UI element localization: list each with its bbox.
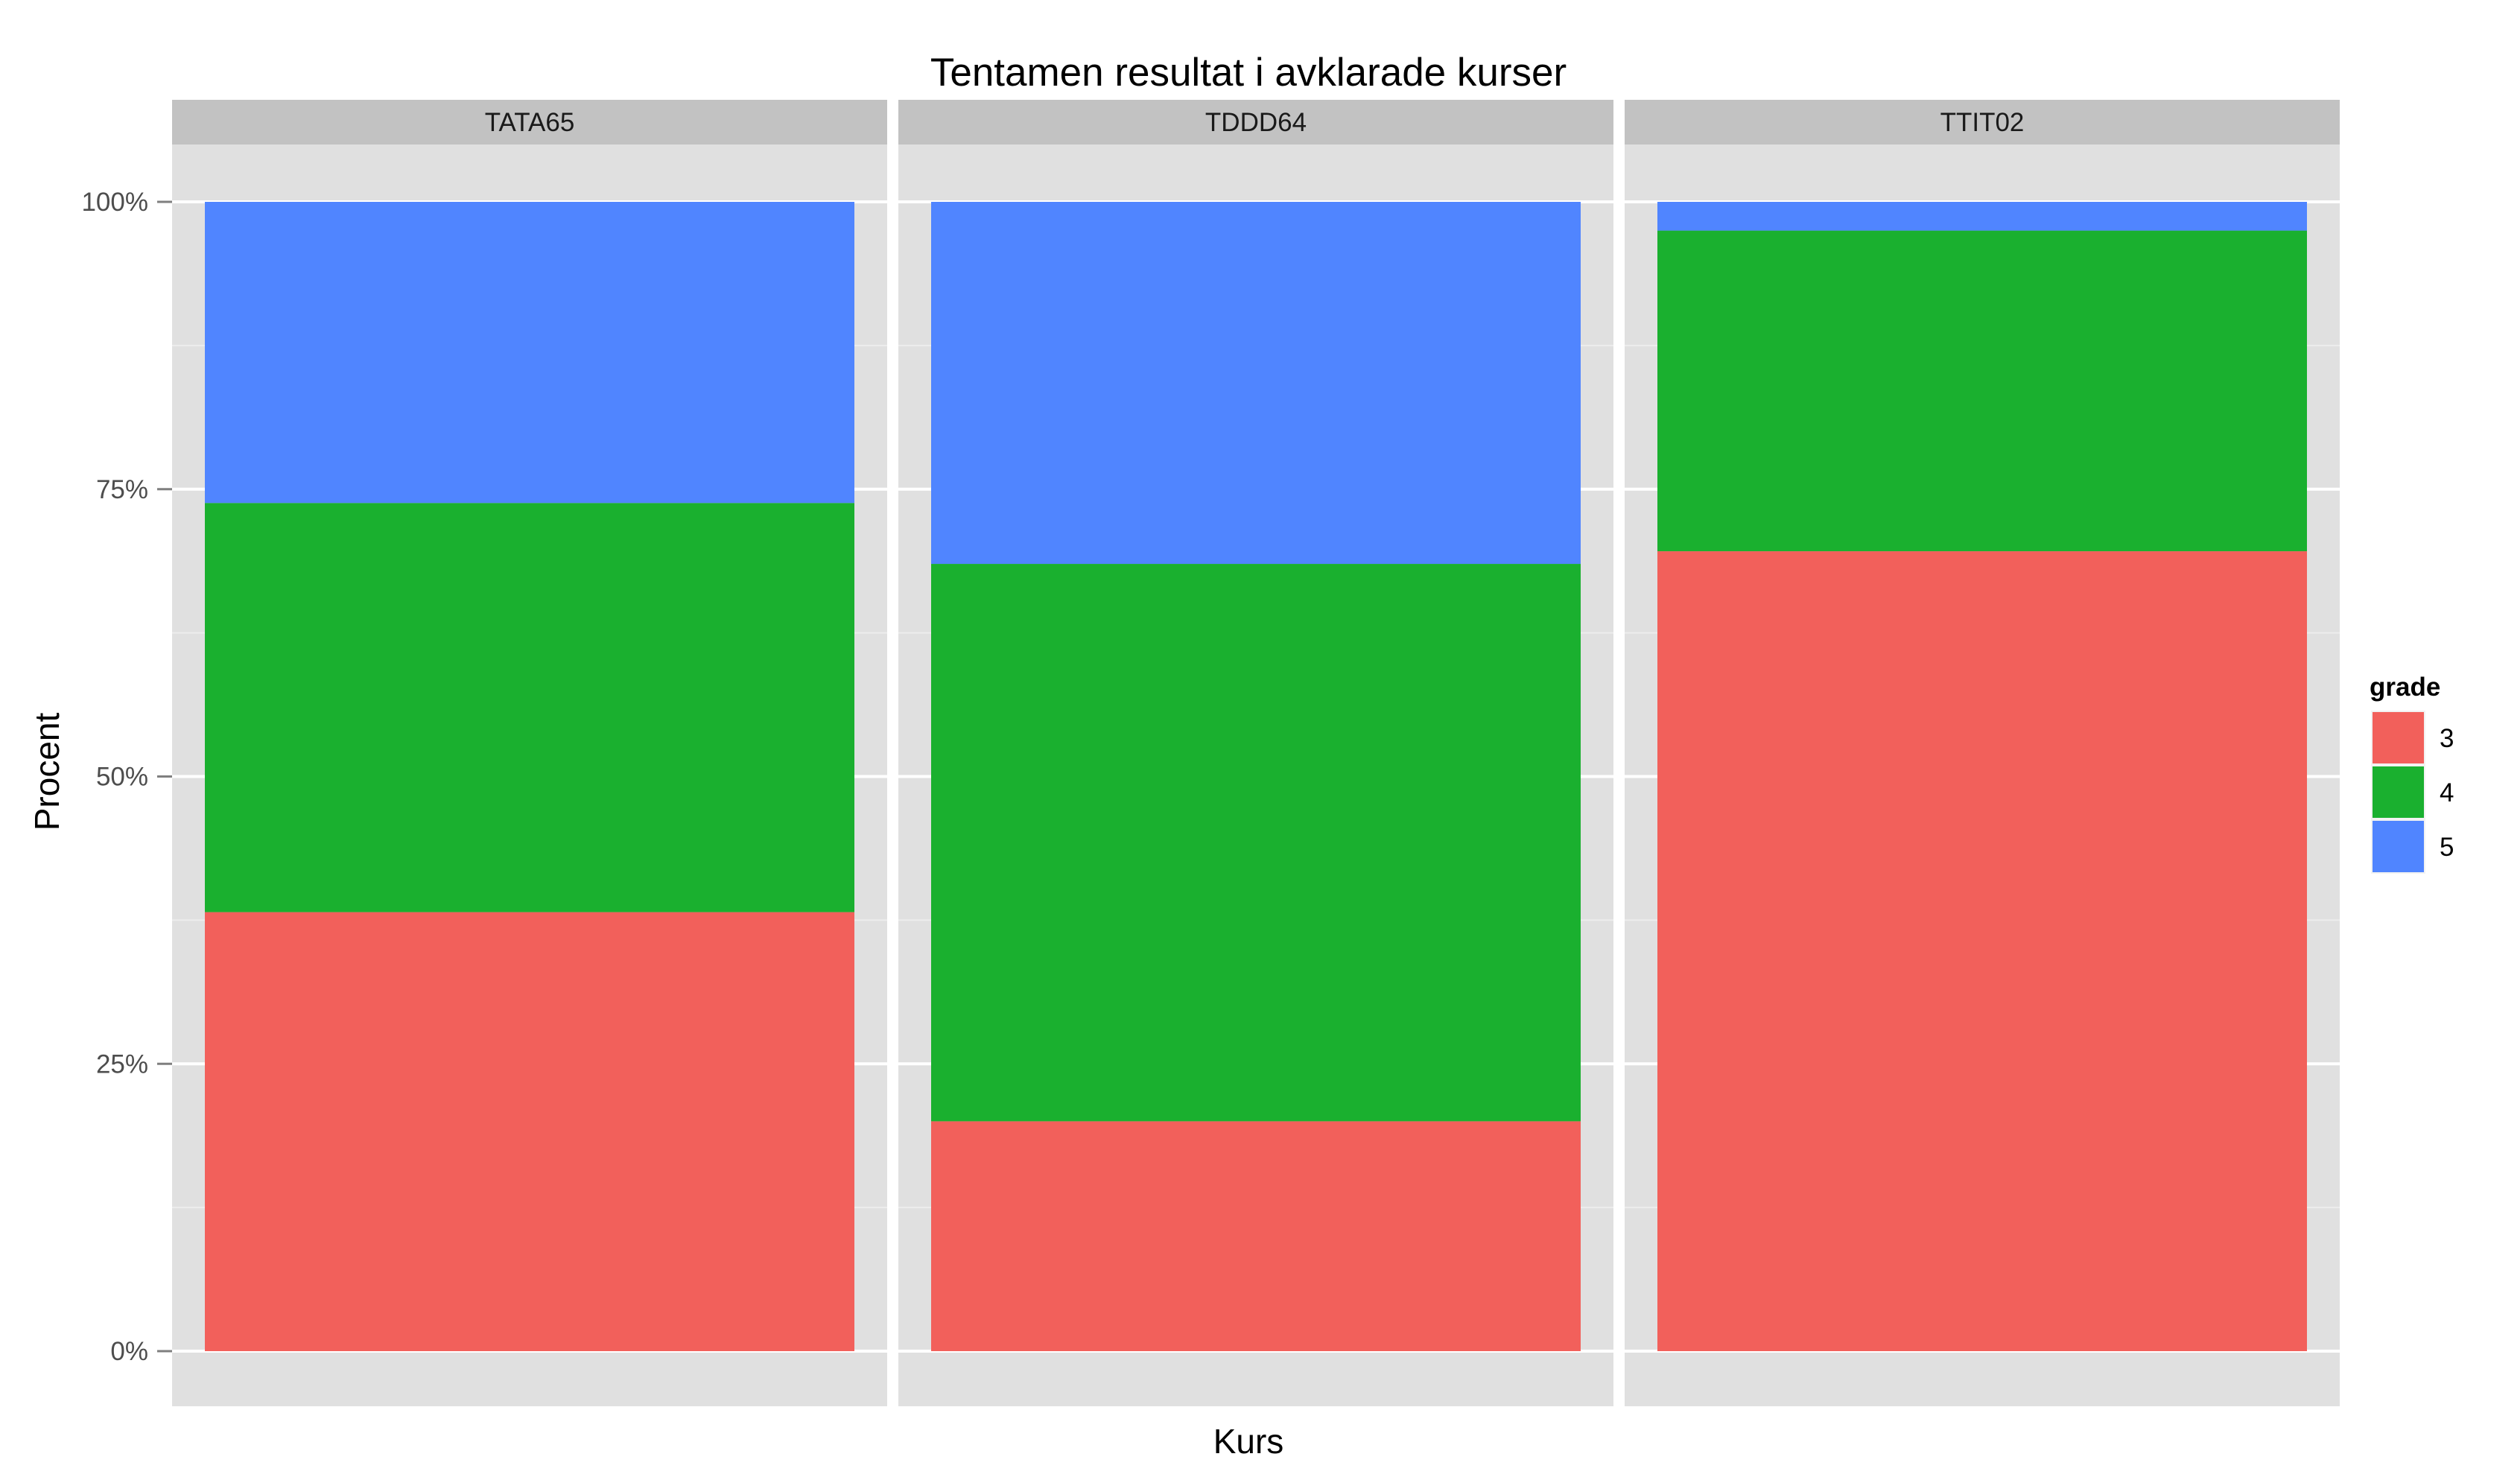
bar-tddd64-grade-3 [931,1121,1581,1351]
bar-ttit02-grade-5 [1657,202,2307,231]
facet-strip [172,100,887,144]
legend-label-4: 4 [2440,778,2454,807]
facet-strip [898,100,1613,144]
facet-panel-tata65: TATA65 [172,100,887,1406]
facet-panels: TATA65 TDDD64 TTIT02 [172,100,2340,1406]
facet-strip-label: TTIT02 [1940,108,2025,137]
facet-panel-tddd64: TDDD64 [898,100,1613,1406]
facet-strip-label: TDDD64 [1205,108,1307,137]
facet-strip-label: TATA65 [485,108,575,137]
legend-swatch-5 [2373,821,2424,872]
legend-swatch-4 [2373,766,2424,818]
bar-ttit02-grade-4 [1657,230,2307,552]
facet-panel-ttit02: TTIT02 [1625,100,2340,1406]
y-tick-label: 50% [96,763,148,792]
legend-label-5: 5 [2440,833,2454,862]
y-tick-label: 100% [81,188,148,217]
legend-label-3: 3 [2440,724,2454,753]
legend-items: 3 4 5 [2371,711,2454,874]
y-axis: 0% 25% 50% 75% 100% [81,188,172,1366]
y-tick-label: 75% [96,475,148,504]
y-tick-label: 25% [96,1049,148,1079]
bar-tddd64-grade-4 [931,564,1581,1122]
legend: grade 3 4 5 [2370,673,2454,874]
chart-title: Tentamen resultat i avklarade kurser [930,51,1567,95]
legend-title: grade [2370,673,2440,702]
bar-tddd64-grade-5 [931,202,1581,565]
x-axis-title: Kurs [1213,1422,1284,1461]
bar-tata65-grade-3 [205,912,854,1351]
legend-swatch-3 [2373,712,2424,763]
facet-strip [1625,100,2340,144]
bar-tata65-grade-4 [205,503,854,912]
bar-tata65-grade-5 [205,202,854,504]
y-tick-label: 0% [110,1337,148,1366]
y-axis-title: Procent [28,713,66,831]
bar-ttit02-grade-3 [1657,551,2307,1351]
